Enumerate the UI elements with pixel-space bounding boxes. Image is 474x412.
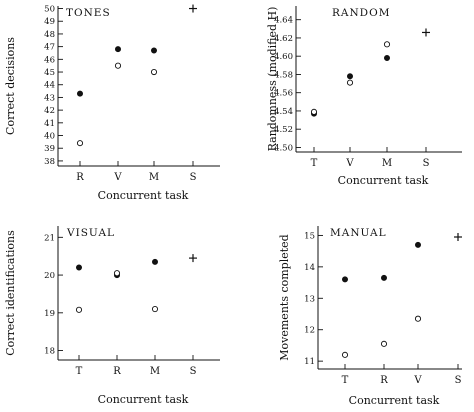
filled-point	[414, 241, 421, 248]
open-point	[113, 270, 121, 277]
x-axis-title: Concurrent task	[98, 393, 189, 406]
filled-point	[76, 264, 83, 271]
x-category-label: M	[382, 158, 392, 169]
y-tick-label: 44	[44, 81, 55, 91]
x-category-label: T	[311, 158, 318, 169]
x-axis-title: Concurrent task	[338, 174, 429, 187]
filled-point	[346, 73, 353, 80]
y-tick-label: 12	[304, 326, 315, 336]
x-category-label: M	[150, 366, 160, 377]
x-category-label: S	[190, 172, 197, 183]
open-point	[114, 62, 122, 69]
y-tick-label: 13	[304, 294, 315, 304]
x-category-label: T	[76, 366, 83, 377]
y-tick-label: 49	[44, 17, 55, 27]
y-axis-title: Movements completed	[278, 234, 291, 360]
y-tick-label: 46	[44, 55, 55, 65]
x-category-label: V	[413, 375, 422, 386]
x-category-label: M	[149, 172, 159, 183]
x-category-label: S	[455, 375, 462, 386]
filled-point	[383, 55, 390, 62]
y-tick-label: 11	[304, 357, 315, 367]
filled-point	[151, 258, 158, 265]
filled-point	[77, 90, 84, 97]
x-axis-title: Concurrent task	[349, 394, 440, 407]
open-point	[310, 108, 318, 115]
open-point	[414, 315, 422, 322]
y-tick-label: 21	[44, 233, 55, 243]
x-category-label: V	[113, 172, 122, 183]
y-tick-label: 4.64	[274, 16, 293, 26]
y-tick-label: 4.52	[274, 125, 293, 135]
x-category-label: S	[423, 158, 430, 169]
open-point	[150, 68, 158, 76]
y-tick-label: 15	[304, 231, 315, 241]
y-tick-label: 40	[44, 132, 55, 142]
panel-random: 4.50 4.52 4.54 4.56 4.58 4.60 4.62 4.64 T V M S RAND…	[266, 6, 462, 187]
panel-title: RANDOM	[332, 7, 390, 19]
y-tick-label: 39	[44, 144, 55, 154]
y-tick-label: 4.58	[274, 70, 293, 80]
open-point	[76, 140, 84, 147]
y-tick-label: 45	[44, 68, 55, 78]
panel-title: VISUAL	[66, 227, 115, 239]
plus-point	[189, 4, 197, 13]
filled-point	[115, 46, 122, 53]
y-tick-label: 4.56	[274, 89, 293, 99]
open-point	[380, 340, 388, 347]
plus-point	[422, 28, 430, 37]
y-tick-label: 4.62	[274, 34, 293, 44]
open-point	[383, 41, 391, 48]
y-tick-label: 4.50	[274, 143, 293, 153]
y-tick-label: 50	[44, 5, 55, 15]
y-tick-label: 47	[44, 43, 55, 53]
x-axis-title: Concurrent task	[98, 189, 189, 202]
panel-tones: 38 39 40 41 42 43 44 45 46 47 48 49 50 R V M S TONES Concu…	[4, 4, 220, 202]
open-point	[151, 305, 159, 313]
open-point	[341, 351, 349, 358]
y-tick-label: 42	[44, 106, 55, 116]
y-tick-label: 4.54	[274, 107, 293, 117]
x-category-label: R	[380, 375, 388, 386]
y-tick-label: 43	[44, 93, 55, 103]
open-point	[346, 79, 354, 86]
y-axis-title: Randomness (modified H)	[266, 7, 279, 152]
y-axis-title: Correct decisions	[4, 37, 17, 135]
open-point	[75, 306, 83, 313]
x-category-label: T	[342, 375, 349, 386]
y-tick-label: 4.60	[274, 52, 293, 62]
panel-visual: 18 19 20 21 T R M S VISUAL Concurrent task Correct…	[4, 226, 220, 406]
filled-point	[380, 274, 387, 281]
y-tick-label: 14	[304, 263, 315, 273]
panel-title: TONES	[66, 7, 111, 19]
y-tick-label: 41	[44, 119, 55, 129]
y-tick-label: 18	[44, 347, 55, 357]
plus-point	[189, 254, 197, 263]
panel-title: MANUAL	[330, 227, 387, 239]
y-tick-label: 48	[44, 30, 55, 40]
x-category-label: R	[113, 366, 121, 377]
filled-point	[150, 47, 157, 54]
x-category-label: V	[345, 158, 354, 169]
plus-point	[454, 233, 462, 241]
y-tick-label: 20	[44, 271, 55, 281]
filled-point	[341, 276, 348, 283]
y-tick-label: 19	[44, 309, 55, 319]
x-category-label: S	[190, 366, 197, 377]
x-category-label: R	[76, 172, 84, 183]
y-tick-label: 38	[44, 157, 55, 167]
panel-manual: 11 12 13 14 15 T R V S MANUAL Concurrent task Movem…	[278, 226, 462, 407]
y-axis-title: Correct identifications	[4, 230, 17, 356]
